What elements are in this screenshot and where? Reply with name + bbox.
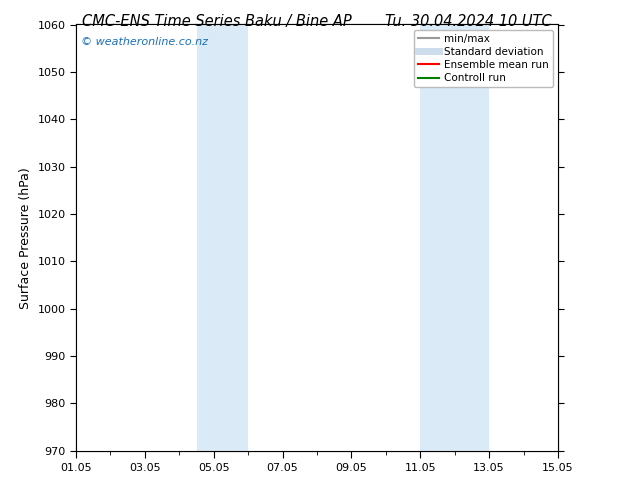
- Y-axis label: Surface Pressure (hPa): Surface Pressure (hPa): [19, 167, 32, 309]
- Bar: [420, 24, 489, 451]
- Legend: min/max, Standard deviation, Ensemble mean run, Controll run: min/max, Standard deviation, Ensemble me…: [413, 30, 553, 87]
- Bar: [197, 24, 248, 451]
- Text: CMC-ENS Time Series Baku / Bine AP: CMC-ENS Time Series Baku / Bine AP: [82, 14, 352, 29]
- Text: Tu. 30.04.2024 10 UTC: Tu. 30.04.2024 10 UTC: [385, 14, 552, 29]
- Text: © weatheronline.co.nz: © weatheronline.co.nz: [81, 37, 208, 48]
